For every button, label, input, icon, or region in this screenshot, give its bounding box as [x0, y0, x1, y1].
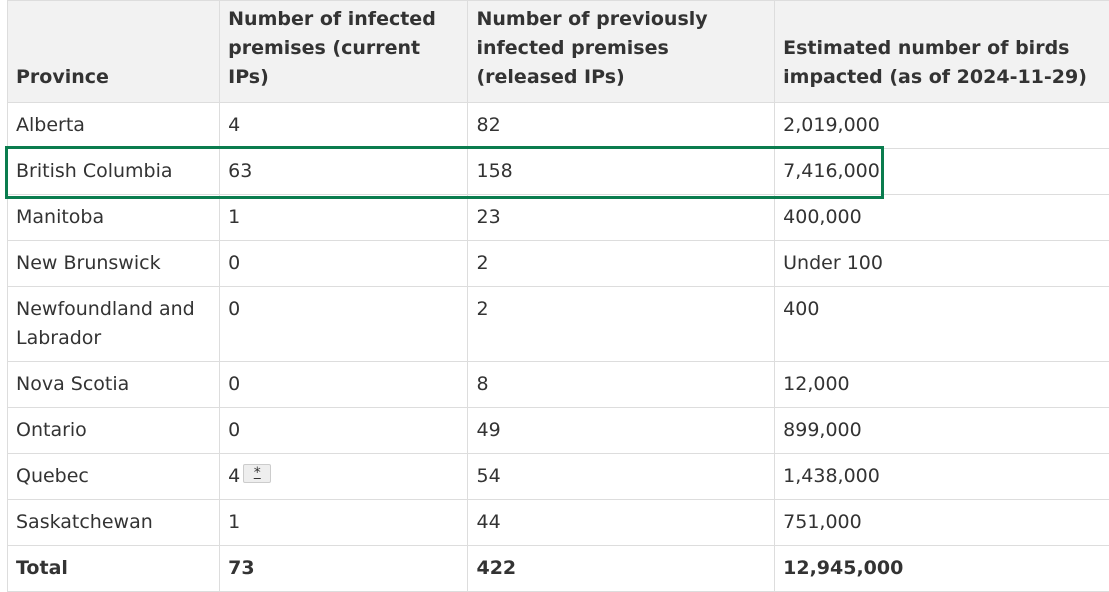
header-released-ips: Number of previously infected premises (…: [468, 1, 775, 103]
cell-released: 23: [468, 195, 775, 241]
cell-released: 2: [468, 241, 775, 287]
header-current-ips: Number of infected premises (current IPs…: [220, 1, 468, 103]
cell-birds: 899,000: [775, 408, 1109, 454]
cell-birds: 400: [775, 287, 1109, 362]
cell-current: 1: [220, 500, 468, 546]
table-row: New Brunswick 0 2 Under 100: [8, 241, 1109, 287]
cell-current: 0: [220, 362, 468, 408]
table-row: British Columbia 63 158 7,416,000: [8, 149, 1109, 195]
cell-province: Alberta: [8, 103, 220, 149]
bird-flu-table: Province Number of infected premises (cu…: [7, 0, 1109, 592]
cell-province: Newfoundland and Labrador: [8, 287, 220, 362]
table-header-row: Province Number of infected premises (cu…: [8, 1, 1109, 103]
cell-province: Ontario: [8, 408, 220, 454]
cell-birds: 1,438,000: [775, 454, 1109, 500]
table-row: Newfoundland and Labrador 0 2 400: [8, 287, 1109, 362]
cell-birds: 7,416,000: [775, 149, 1109, 195]
cell-province: Nova Scotia: [8, 362, 220, 408]
header-province: Province: [8, 1, 220, 103]
cell-released: 54: [468, 454, 775, 500]
cell-province: Saskatchewan: [8, 500, 220, 546]
cell-current: 0: [220, 287, 468, 362]
cell-province: Quebec: [8, 454, 220, 500]
cell-birds: 2,019,000: [775, 103, 1109, 149]
table-row: Quebec 4* 54 1,438,000: [8, 454, 1109, 500]
cell-current: 0: [220, 408, 468, 454]
total-label: Total: [8, 546, 220, 592]
cell-released: 44: [468, 500, 775, 546]
cell-current: 63: [220, 149, 468, 195]
cell-current: 0: [220, 241, 468, 287]
total-birds: 12,945,000: [775, 546, 1109, 592]
cell-province: British Columbia: [8, 149, 220, 195]
cell-current: 4: [220, 103, 468, 149]
cell-birds: Under 100: [775, 241, 1109, 287]
cell-released: 82: [468, 103, 775, 149]
total-current: 73: [220, 546, 468, 592]
cell-released: 2: [468, 287, 775, 362]
cell-released: 158: [468, 149, 775, 195]
total-released: 422: [468, 546, 775, 592]
cell-released: 8: [468, 362, 775, 408]
cell-birds: 400,000: [775, 195, 1109, 241]
table-row: Saskatchewan 1 44 751,000: [8, 500, 1109, 546]
cell-birds: 12,000: [775, 362, 1109, 408]
header-birds-impacted: Estimated number of birds impacted (as o…: [775, 1, 1109, 103]
cell-current: 1: [220, 195, 468, 241]
cell-province: Manitoba: [8, 195, 220, 241]
table-row: Nova Scotia 0 8 12,000: [8, 362, 1109, 408]
footnote-link[interactable]: *: [243, 464, 271, 483]
table-row: Manitoba 1 23 400,000: [8, 195, 1109, 241]
cell-current: 4*: [220, 454, 468, 500]
table-row: Alberta 4 82 2,019,000: [8, 103, 1109, 149]
cell-released: 49: [468, 408, 775, 454]
cell-birds: 751,000: [775, 500, 1109, 546]
table-row: Ontario 0 49 899,000: [8, 408, 1109, 454]
cell-province: New Brunswick: [8, 241, 220, 287]
cell-current-value: 4: [228, 465, 240, 487]
total-row: Total 73 422 12,945,000: [8, 546, 1109, 592]
